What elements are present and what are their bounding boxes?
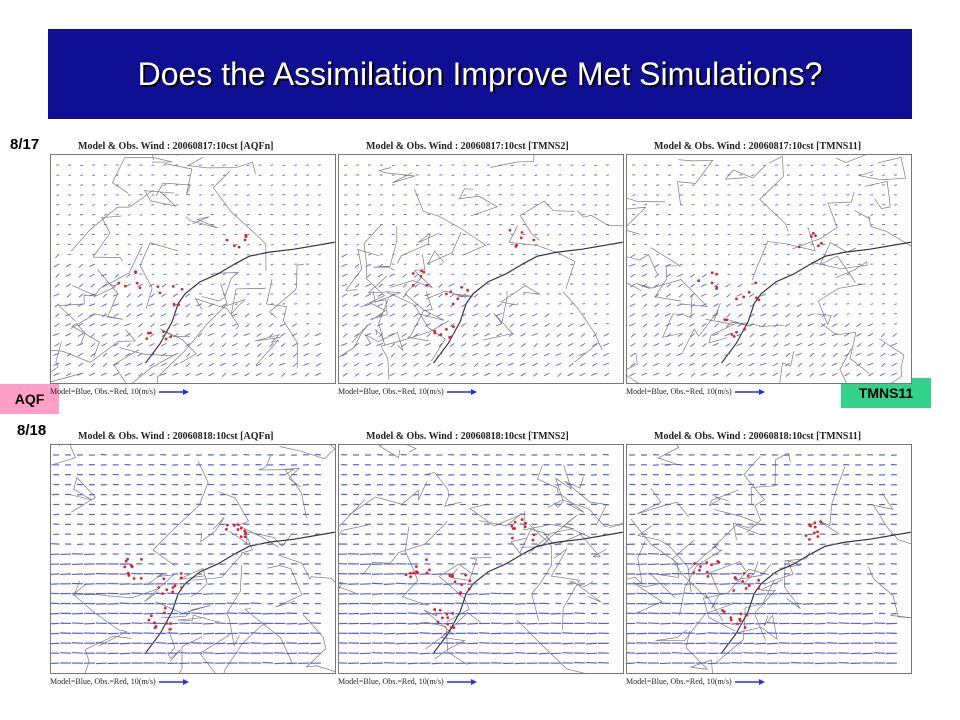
wind-map-panel: Model & Obs. Wind : 20060817:10cst [TMNS… — [338, 140, 624, 410]
legend-arrow-icon — [158, 389, 189, 396]
legend-arrow-icon — [446, 389, 477, 396]
observation-wind-markers — [123, 523, 247, 631]
map-graphic — [627, 445, 911, 673]
wind-vector-map — [50, 444, 336, 674]
model-wind-vectors — [629, 164, 898, 377]
county-lines — [339, 445, 623, 673]
wind-vector-map — [50, 154, 336, 384]
legend-text: Model=Blue, Obs.=Red, 10(m/s) — [626, 387, 732, 396]
legend-text: Model=Blue, Obs.=Red, 10(m/s) — [50, 387, 156, 396]
model-wind-vectors — [53, 164, 322, 377]
date-label-bottom: 8/18 — [17, 422, 47, 439]
legend-arrow-icon — [158, 679, 189, 686]
panel-legend: Model=Blue, Obs.=Red, 10(m/s) — [50, 385, 189, 399]
legend-text: Model=Blue, Obs.=Red, 10(m/s) — [626, 677, 732, 686]
legend-text: Model=Blue, Obs.=Red, 10(m/s) — [338, 677, 444, 686]
coastline — [432, 531, 623, 654]
panel-legend: Model=Blue, Obs.=Red, 10(m/s) — [626, 675, 765, 689]
panel-title: Model & Obs. Wind : 20060818:10cst [AQFn… — [78, 431, 274, 442]
panel-title: Model & Obs. Wind : 20060818:10cst [TMNS… — [366, 431, 569, 442]
legend-text: Model=Blue, Obs.=Red, 10(m/s) — [50, 677, 156, 686]
coastline — [144, 241, 335, 364]
slide-title: Does the Assimilation Improve Met Simula… — [137, 56, 823, 92]
panel-title: Model & Obs. Wind : 20060817:10cst [AQFn… — [78, 141, 274, 152]
title-banner: Does the Assimilation Improve Met Simula… — [48, 29, 912, 119]
observation-wind-markers — [117, 233, 248, 341]
coastline — [720, 241, 911, 364]
aqf-badge: AQF — [0, 384, 59, 414]
panel-title: Model & Obs. Wind : 20060817:10cst [TMNS… — [654, 141, 862, 152]
panel-title: Model & Obs. Wind : 20060818:10cst [TMNS… — [654, 431, 862, 442]
model-wind-vectors — [51, 453, 321, 665]
county-lines — [339, 155, 623, 380]
legend-arrow-icon — [446, 679, 477, 686]
coastline — [720, 531, 911, 654]
observation-wind-markers — [411, 228, 536, 339]
wind-vector-map — [338, 154, 624, 384]
observation-wind-markers — [692, 520, 823, 629]
date-label-top: 8/17 — [10, 136, 40, 153]
coastline — [144, 531, 335, 654]
model-wind-vectors — [627, 453, 897, 665]
legend-arrow-icon — [734, 679, 765, 686]
model-wind-vectors — [341, 164, 610, 377]
panel-legend: Model=Blue, Obs.=Red, 10(m/s) — [626, 385, 765, 399]
panel-legend: Model=Blue, Obs.=Red, 10(m/s) — [338, 385, 477, 399]
map-graphic — [627, 155, 911, 383]
map-graphic — [339, 155, 623, 380]
panel-legend: Model=Blue, Obs.=Red, 10(m/s) — [50, 675, 189, 689]
legend-arrow-icon — [734, 389, 765, 396]
wind-map-panel: Model & Obs. Wind : 20060817:10cst [TMNS… — [626, 140, 912, 410]
panel-legend: Model=Blue, Obs.=Red, 10(m/s) — [338, 675, 477, 689]
wind-vector-map — [626, 444, 912, 674]
county-lines — [51, 445, 335, 673]
observation-wind-markers — [697, 231, 823, 338]
observation-wind-markers — [404, 518, 536, 630]
map-graphic — [51, 155, 335, 383]
county-lines — [627, 155, 911, 383]
wind-map-panel: Model & Obs. Wind : 20060818:10cst [AQFn… — [50, 430, 336, 700]
wind-map-panel: Model & Obs. Wind : 20060818:10cst [TMNS… — [626, 430, 912, 700]
wind-map-panel: Model & Obs. Wind : 20060818:10cst [TMNS… — [338, 430, 624, 700]
wind-map-panel: Model & Obs. Wind : 20060817:10cst [AQFn… — [50, 140, 336, 410]
map-graphic — [339, 445, 623, 673]
coastline — [432, 241, 623, 364]
map-graphic — [51, 445, 335, 673]
county-lines — [51, 155, 304, 383]
wind-vector-map — [626, 154, 912, 384]
legend-text: Model=Blue, Obs.=Red, 10(m/s) — [338, 387, 444, 396]
model-wind-vectors — [339, 453, 609, 665]
panel-title: Model & Obs. Wind : 20060817:10cst [TMNS… — [366, 141, 569, 152]
wind-vector-map — [338, 444, 624, 674]
county-lines — [627, 445, 911, 673]
